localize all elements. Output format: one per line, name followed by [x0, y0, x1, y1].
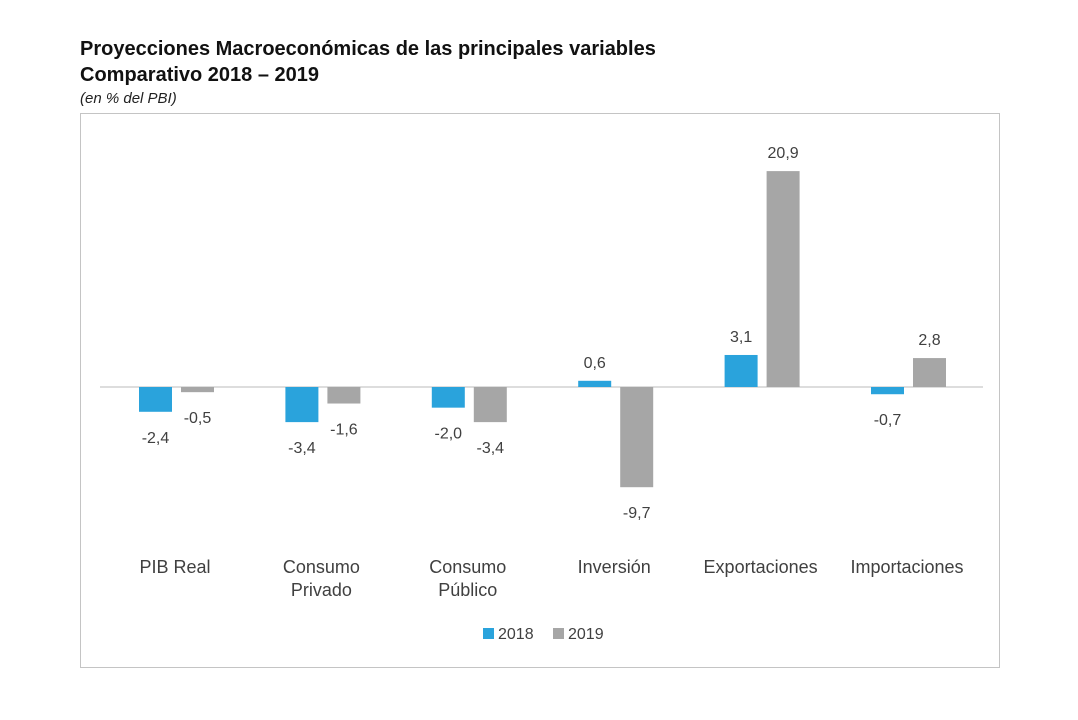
- chart-frame: [80, 113, 1000, 668]
- category-label-consumo-privado: Consumo Privado: [283, 557, 360, 600]
- data-label-2019-exportaciones: 20,9: [768, 145, 799, 162]
- bar-2018-consumo-publico: [431, 387, 465, 408]
- category-label-pib-real: PIB Real: [139, 557, 210, 577]
- legend-swatch-2018: [483, 628, 494, 639]
- legend-label-2018: 2018: [498, 626, 534, 643]
- chart-subtitle: Comparativo 2018 – 2019: [80, 64, 320, 86]
- bar-2019-importaciones: [913, 358, 946, 387]
- bar-2019-consumo-privado: [327, 387, 361, 404]
- bar-2018-pib-real: [139, 387, 172, 412]
- data-label-2018-exportaciones: 3,1: [730, 329, 752, 346]
- data-label-2018-consumo-privado: -3,4: [288, 440, 316, 457]
- category-label-inversion: Inversión: [578, 557, 651, 577]
- bar-2018-inversion: [578, 380, 612, 387]
- category-label-exportaciones: Exportaciones: [704, 557, 818, 577]
- data-label-2019-inversion: -9,7: [623, 505, 651, 522]
- legend-label-2019: 2019: [568, 626, 604, 643]
- bar-2019-pib-real: [181, 387, 214, 393]
- data-label-2018-inversion: 0,6: [584, 355, 606, 372]
- data-label-2019-pib-real: -0,5: [184, 410, 212, 427]
- legend-swatch-2019: [553, 628, 564, 639]
- data-label-2019-importaciones: 2,8: [918, 332, 940, 349]
- chart-title: Proyecciones Macroeconómicas de las prin…: [80, 38, 656, 60]
- bar-2018-consumo-privado: [285, 387, 319, 423]
- data-label-2018-pib-real: -2,4: [142, 430, 170, 447]
- data-label-2018-consumo-publico: -2,0: [435, 426, 463, 443]
- bar-2018-importaciones: [871, 387, 904, 395]
- bar-2019-exportaciones: [766, 171, 800, 387]
- bar-2019-inversion: [620, 387, 654, 488]
- data-label-2019-consumo-publico: -3,4: [477, 440, 505, 457]
- data-label-2018-importaciones: -0,7: [874, 412, 902, 429]
- category-label-consumo-publico: Consumo Público: [429, 557, 506, 600]
- bar-2018-exportaciones: [724, 354, 758, 387]
- category-label-importaciones: Importaciones: [850, 557, 963, 577]
- chart-units-note: (en % del PBI): [80, 90, 177, 107]
- bar-2019-consumo-publico: [473, 387, 507, 423]
- data-label-2019-consumo-privado: -1,6: [330, 422, 358, 439]
